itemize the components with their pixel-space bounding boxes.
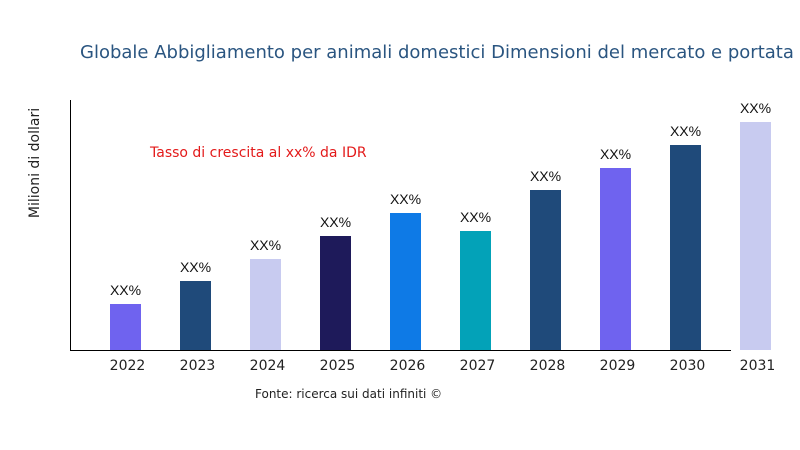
x-tick-label-2031: 2031: [740, 358, 776, 374]
bar-2022: [110, 304, 141, 350]
data-label-2030: XX%: [670, 123, 701, 139]
data-label-2025: XX%: [320, 214, 351, 230]
bar-2030: [670, 145, 701, 350]
bar-2029: [600, 168, 631, 350]
data-label-2027: XX%: [460, 209, 491, 225]
chart-title: Globale Abbigliamento per animali domest…: [80, 42, 794, 63]
x-tick-label-2026: 2026: [390, 358, 426, 374]
x-tick-label-2029: 2029: [600, 358, 636, 374]
data-label-2023: XX%: [180, 259, 211, 275]
bar-2026: [390, 213, 421, 350]
x-tick-label-2028: 2028: [530, 358, 566, 374]
x-tick-label-2027: 2027: [460, 358, 496, 374]
x-tick-label-2024: 2024: [250, 358, 286, 374]
source-note: Fonte: ricerca sui dati infiniti ©: [255, 387, 443, 401]
x-tick-label-2030: 2030: [670, 358, 706, 374]
data-label-2029: XX%: [600, 146, 631, 162]
x-tick-label-2022: 2022: [110, 358, 146, 374]
bar-2028: [530, 190, 561, 350]
data-label-2028: XX%: [530, 168, 561, 184]
data-label-2022: XX%: [110, 282, 141, 298]
growth-annotation: Tasso di crescita al xx% da IDR: [150, 145, 367, 161]
x-tick-label-2023: 2023: [180, 358, 216, 374]
bar-2027: [460, 231, 491, 350]
bar-2023: [180, 281, 211, 350]
bar-2025: [320, 236, 351, 350]
bar-2031: [740, 122, 771, 350]
x-tick-label-2025: 2025: [320, 358, 356, 374]
bar-2024: [250, 259, 281, 350]
data-label-2031: XX%: [740, 100, 771, 116]
data-label-2026: XX%: [390, 191, 421, 207]
data-label-2024: XX%: [250, 237, 281, 253]
